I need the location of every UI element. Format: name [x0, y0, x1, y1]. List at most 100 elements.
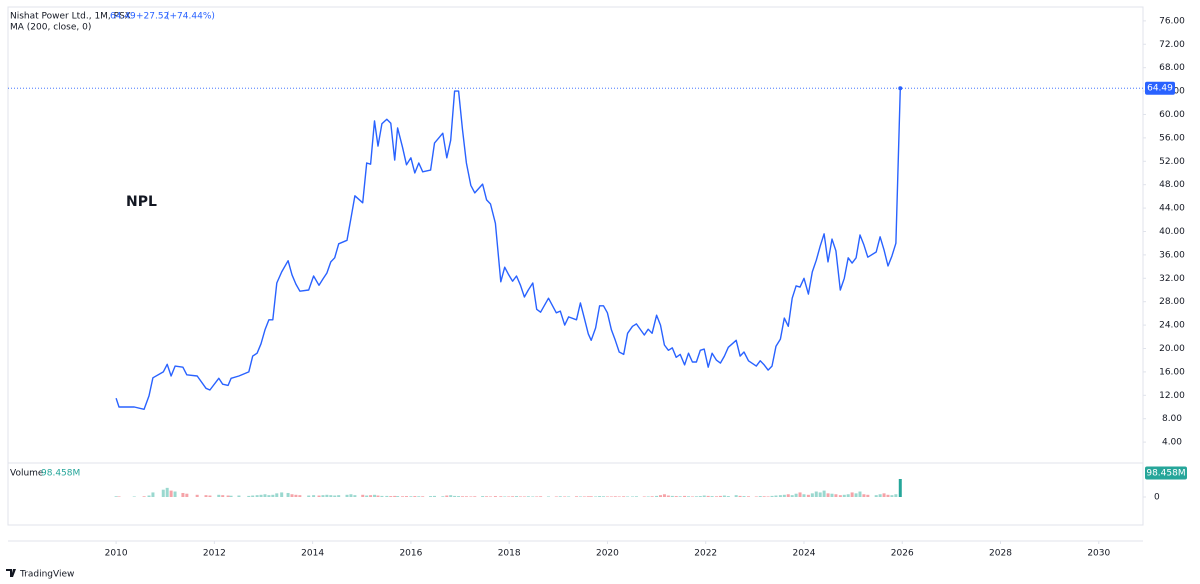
volume-bar — [646, 496, 650, 497]
volume-bar — [453, 495, 457, 497]
volume-bar — [758, 496, 762, 497]
volume-bar — [396, 496, 400, 497]
plot-border — [7, 6, 1144, 526]
volume-bar — [481, 496, 485, 497]
volume-bar — [380, 495, 384, 497]
x-tick-label: 2028 — [989, 549, 1012, 559]
y-tick-label: 20.00 — [1159, 344, 1185, 354]
volume-bar — [445, 495, 449, 497]
volume-bar — [307, 495, 311, 497]
volume-bar — [626, 496, 630, 497]
volume-bar — [539, 496, 543, 497]
volume-bar — [563, 496, 567, 497]
volume-bar — [690, 496, 694, 497]
y-tick-label: 44.00 — [1159, 204, 1185, 214]
y-tick-label: 60.00 — [1159, 110, 1185, 120]
volume-bar — [546, 496, 550, 497]
y-tick-label: 68.00 — [1159, 63, 1185, 73]
volume-bar — [838, 495, 842, 497]
brand: TradingView — [6, 569, 74, 580]
volume-bar — [259, 494, 263, 497]
volume-bar — [858, 491, 862, 497]
volume-bar — [503, 496, 507, 497]
volume-bar — [161, 489, 165, 497]
volume-bar — [373, 494, 377, 497]
y-tick-label: 76.00 — [1159, 16, 1185, 26]
volume-bar — [173, 491, 177, 497]
volume-bar — [473, 496, 477, 497]
volume-bar — [766, 496, 770, 497]
volume-bar — [710, 496, 714, 497]
volume-bar — [421, 496, 425, 497]
volume-tag-label: 98.458M — [1146, 469, 1185, 479]
volume-bar — [195, 494, 199, 497]
volume-bar — [499, 496, 503, 497]
volume-title: Volume — [10, 469, 44, 479]
volume-bar — [275, 493, 279, 497]
x-tick-label: 2012 — [203, 549, 226, 559]
volume-bar — [617, 496, 621, 497]
volume-bar — [609, 496, 613, 497]
volume-last: 98.458M — [41, 469, 80, 479]
volume-bar — [185, 493, 189, 497]
volume-bar — [589, 496, 593, 497]
volume-bar — [271, 494, 275, 497]
volume-bar — [718, 495, 722, 497]
volume-bar — [762, 496, 766, 497]
volume-bar — [894, 494, 898, 497]
volume-bar — [221, 495, 225, 497]
volume-tag — [1145, 466, 1187, 480]
volume-bar — [842, 494, 846, 497]
volume-bar — [294, 494, 298, 497]
volume-bar — [722, 495, 726, 497]
volume-bar — [535, 496, 539, 497]
symbol-title: Nishat Power Ltd., 1M, PSX — [10, 12, 131, 22]
volume-bar — [770, 495, 774, 497]
volume-bar — [488, 496, 492, 497]
volume-bar — [655, 495, 659, 497]
volume-bar — [142, 496, 146, 497]
volume-bar — [345, 494, 349, 497]
volume-bar — [385, 495, 389, 497]
volume-bar — [429, 496, 433, 497]
last-price: 64.49 — [110, 12, 136, 22]
volume-bar — [886, 494, 890, 497]
volume-bar — [469, 496, 473, 497]
x-tick-label: 2022 — [694, 549, 717, 559]
volume-bar — [229, 495, 233, 497]
volume-bar — [666, 495, 670, 497]
volume-bar — [634, 496, 638, 497]
volume-bar — [642, 496, 646, 497]
price-line — [115, 88, 901, 410]
volume-bar — [460, 496, 464, 497]
volume-bar — [854, 493, 858, 497]
volume-bar — [485, 496, 489, 497]
volume-bar — [280, 492, 284, 497]
volume-bar — [204, 495, 208, 497]
volume-bar — [818, 492, 822, 497]
volume-bar — [286, 492, 290, 497]
volume-bar — [790, 495, 794, 497]
volume-bar — [404, 496, 408, 497]
volume-bar — [554, 496, 558, 497]
volume-bar — [317, 495, 321, 497]
volume-bar — [515, 496, 519, 497]
volume-bar — [898, 478, 902, 497]
volume-bar — [586, 496, 590, 497]
volume-bar — [251, 495, 255, 497]
volume-bar — [878, 494, 882, 497]
volume-bar — [574, 496, 578, 497]
volume-bar — [802, 494, 806, 497]
volume-bar — [810, 493, 814, 497]
x-tick-label: 2018 — [498, 549, 521, 559]
x-tick-label: 2014 — [301, 549, 324, 559]
volume-bar — [602, 496, 606, 497]
volume-bar — [312, 495, 316, 497]
volume-bar — [522, 496, 526, 497]
last-point — [898, 86, 903, 91]
frame — [7, 6, 1144, 542]
volume-bar — [850, 492, 854, 497]
y-tick-label: 32.00 — [1159, 274, 1185, 284]
volume-bar — [622, 496, 626, 497]
volume-bar — [826, 493, 830, 497]
